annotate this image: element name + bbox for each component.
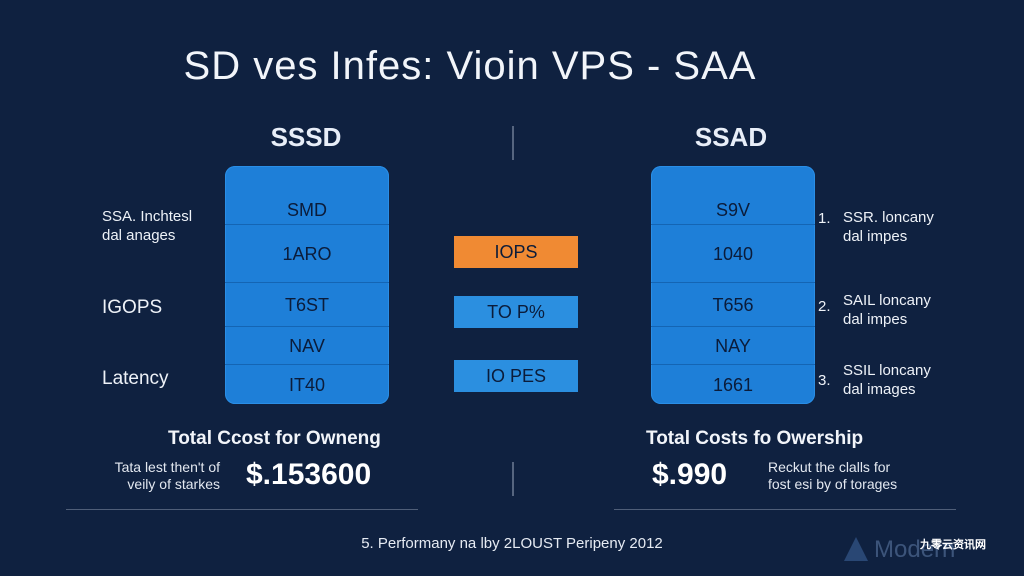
top-divider <box>512 126 514 160</box>
right-stack-cell: S9V <box>715 200 751 220</box>
note-number: 3. <box>818 372 831 389</box>
left-stack: SMD 1ARO T6ST NAV IT40 <box>225 166 389 404</box>
note-number: 1. <box>818 210 831 227</box>
right-note-line2: dal impes <box>843 228 908 245</box>
left-stack-cell: IT40 <box>225 364 389 404</box>
left-price: $.153600 <box>246 458 372 491</box>
right-note: SSIL loncany dal images <box>843 361 931 399</box>
right-note: SSR. loncany dal impes <box>843 208 934 246</box>
right-note-line1: SAIL loncany <box>843 292 931 309</box>
right-stack-cell: NAY <box>651 326 815 365</box>
watermark-triangle-icon <box>844 537 868 561</box>
right-rule <box>614 509 956 510</box>
right-note-line1: SSIL loncany <box>843 362 931 379</box>
iops-label: IGOPS <box>102 297 163 318</box>
left-stack-cell: T6ST <box>225 282 389 327</box>
left-note-line1: SSA. Inchtesl <box>102 208 193 225</box>
io-pes-badge: IO PES <box>454 360 578 392</box>
watermark-text: 九零云资讯网 <box>920 539 986 551</box>
watermark-logo-text: Modern <box>874 536 955 563</box>
left-note: SSA. Inchtesl dal anages <box>102 207 192 245</box>
left-total-note-line2: veily of starkes <box>127 476 220 492</box>
right-stack-cell: T656 <box>651 282 815 327</box>
right-note: SAIL loncany dal impes <box>843 291 931 329</box>
right-price: $.990 <box>652 458 728 491</box>
left-total-note: Tata lest then't of veily of starkes <box>96 459 220 493</box>
left-rule <box>66 509 418 510</box>
note-number: 2. <box>818 298 831 315</box>
right-column-heading: SSAD <box>694 122 768 152</box>
left-total-note-line1: Tata lest then't of <box>114 459 220 475</box>
iops-badge: IOPS <box>454 236 578 268</box>
right-total-note-line2: fost esi by of torages <box>768 476 898 492</box>
left-note-line2: dal anages <box>102 227 176 244</box>
right-stack-cell: 1040 <box>651 224 815 283</box>
left-stack-cell: NAV <box>225 326 389 365</box>
left-total-heading: Total Ccost for Owneng <box>168 428 381 449</box>
bottom-divider <box>512 462 514 496</box>
right-total-heading: Total Costs fo Owership <box>646 428 864 449</box>
footer-caption: 5. Performany na lby 2LOUST Peripeny 201… <box>361 535 663 552</box>
right-note-line1: SSR. loncany <box>843 209 934 226</box>
watermark-logo: Modern <box>844 536 955 563</box>
right-stack-cell: 1661 <box>651 364 815 404</box>
right-stack: S9V 1040 T656 NAY 1661 <box>651 166 815 404</box>
left-stack-cell: 1ARO <box>225 224 389 283</box>
left-column-heading: SSSD <box>270 122 342 152</box>
right-total-note: Reckut the clalls for fost esi by of tor… <box>768 459 897 493</box>
top-percent-badge: TO P% <box>454 296 578 328</box>
page-title: SD ves Infes: Vioin VPS - SAA <box>183 44 757 88</box>
right-note-line2: dal impes <box>843 311 908 328</box>
right-total-note-line1: Reckut the clalls for <box>768 459 891 475</box>
right-note-line2: dal images <box>843 381 916 398</box>
left-stack-cell: SMD <box>287 200 327 220</box>
latency-label: Latency <box>102 368 169 389</box>
